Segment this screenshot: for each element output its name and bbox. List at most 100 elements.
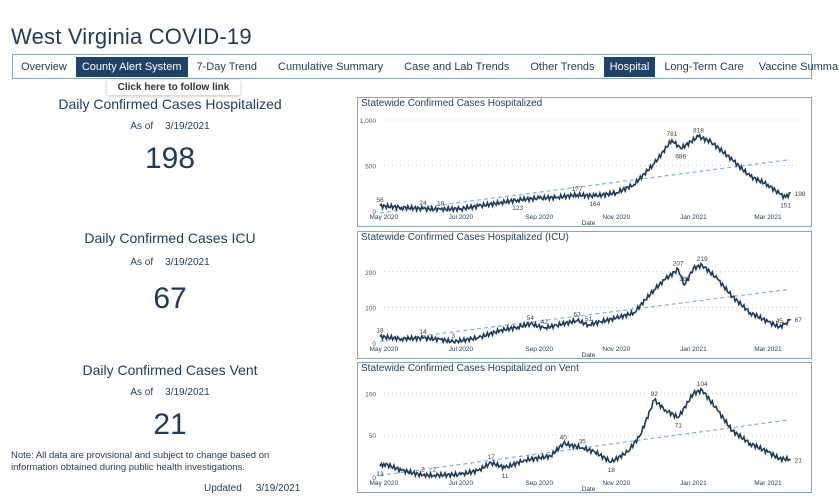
data-label: 42 [541,319,549,326]
data-label: 24 [419,200,427,207]
tab-vaccine-summary[interactable]: Vaccine Summary [758,60,839,73]
nav-tabs: Overview County Alert System 7-Day Trend… [12,54,839,79]
data-label: 21 [795,457,803,464]
series-line [379,387,791,480]
y-tick-label: 200 [365,270,376,277]
tab-case-and-lab-trends[interactable]: Case and Lab Trends [404,60,510,73]
data-label: 13 [376,471,384,478]
data-label: 207 [673,260,684,267]
chart-svg: 0 500 1,000 May 2020 Jul 2020 Sep 2020 Nov 202… [360,118,806,226]
y-tick-label: 0 [372,209,376,216]
asof-label: As of [130,387,154,398]
icu-chart[interactable]: Statewide Confirmed Cases Hospitalized (… [357,231,812,359]
trend-line [379,159,788,214]
x-tick-label: Jul 2020 [449,346,474,353]
vent-chart[interactable]: Statewide Confirmed Cases Hospitalized o… [357,362,812,493]
asof-label: As of [130,257,154,268]
data-label: 92 [651,391,659,398]
asof-label: As of [130,121,154,132]
data-label: 177 [572,186,583,193]
tab-long-term-care[interactable]: Long-Term Care [664,60,744,73]
hospitalized-chart[interactable]: Statewide Confirmed Cases Hospitalized 0 5… [357,97,812,227]
x-axis-label: Date [582,486,596,492]
page-title: West Virginia COVID-19 [11,24,252,49]
kpi-vent-value: 21 [153,408,187,441]
updated-label: Updated [204,483,242,494]
data-label: 63 [574,312,582,319]
data-label: 2 [421,466,425,473]
x-tick-label: Mar 2021 [754,214,782,221]
kpi-hospitalized-value: 198 [144,142,196,175]
y-tick-label: 0 [372,475,376,482]
series-line [379,133,791,214]
chart-svg: 0 50 100 May 2020 Jul 2020 Sep 2020 Nov 2020 Ja… [365,381,803,492]
data-label: 104 [697,381,708,388]
data-label: 198 [795,191,806,198]
y-tick-label: 1,000 [360,118,377,125]
x-tick-label: Jul 2020 [449,480,474,487]
data-label: 35 [579,439,587,446]
tab-county-alert-system[interactable]: County Alert System [75,56,188,77]
chart-title: Statewide Confirmed Cases Hospitalized o… [361,363,579,374]
data-label: 164 [589,201,600,208]
asof-date: 3/19/2021 [165,257,210,268]
x-tick-label: May 2020 [370,346,399,353]
asof-date: 3/19/2021 [165,121,210,132]
asof-date: 3/19/2021 [165,387,210,398]
data-label: 71 [675,423,683,430]
updated-date: 3/19/2021 [255,483,301,494]
data-label: 3 [451,333,455,340]
x-axis-label: Date [582,220,596,226]
data-label: 17 [488,454,496,461]
tab-7-day-trend[interactable]: 7-Day Trend [196,60,258,73]
updated-info: Updated 3/19/2021 [204,483,314,494]
kpi-vent-asof: As of 3/19/2021 [20,387,320,398]
x-tick-label: Nov 2020 [602,346,630,353]
y-tick-label: 50 [369,433,377,440]
x-tick-label: Jan 2021 [680,214,707,221]
kpi-hospitalized-asof: As of 3/19/2021 [20,121,320,132]
data-label: 11 [502,473,509,480]
y-tick-label: 100 [365,305,376,312]
x-axis-label: Date [582,352,596,358]
x-tick-label: May 2020 [370,214,399,221]
disclaimer-note: Note: All data are provisional and subje… [11,450,270,473]
x-tick-label: Jan 2021 [680,480,707,487]
x-tick-label: Nov 2020 [602,214,630,221]
data-label: 686 [675,154,686,161]
data-label: 163 [679,276,690,283]
chart-title: Statewide Confirmed Cases Hospitalized [361,98,543,109]
kpi-vent-title: Daily Confirmed Cases Vent [82,362,258,378]
y-tick-label: 0 [372,341,376,348]
tab-hospital[interactable]: Hospital [603,56,656,77]
data-label: 818 [693,128,704,135]
data-label: 67 [795,317,803,324]
kpi-icu-asof: As of 3/19/2021 [20,257,320,268]
y-tick-label: 100 [365,391,376,398]
x-tick-label: Sep 2020 [525,480,553,487]
x-tick-label: Sep 2020 [525,346,553,353]
data-label: 781 [666,131,677,138]
data-label: 54 [527,315,535,322]
trend-line [379,289,788,342]
x-tick-label: Mar 2021 [754,346,782,353]
kpi-icu-title: Daily Confirmed Cases ICU [84,230,256,246]
x-tick-label: Jul 2020 [449,214,474,221]
link-tooltip: Click here to follow link [107,80,240,95]
data-label: 45 [776,318,784,325]
data-label: 151 [780,202,791,209]
tab-other-trends[interactable]: Other Trends [530,60,595,73]
series-line [379,262,792,345]
data-label: 18 [608,467,616,474]
x-tick-label: May 2020 [370,480,399,487]
x-tick-label: Sep 2020 [525,214,553,221]
kpi-icu-value: 67 [153,282,187,315]
x-tick-label: Mar 2021 [754,480,782,487]
data-label: 2 [433,466,437,473]
data-label: 51 [585,316,593,323]
data-label: 40 [560,435,568,442]
tab-cumulative-summary[interactable]: Cumulative Summary [278,60,384,73]
data-label: 18 [437,200,445,207]
tab-overview[interactable]: Overview [21,60,67,73]
x-tick-label: Nov 2020 [602,480,630,487]
